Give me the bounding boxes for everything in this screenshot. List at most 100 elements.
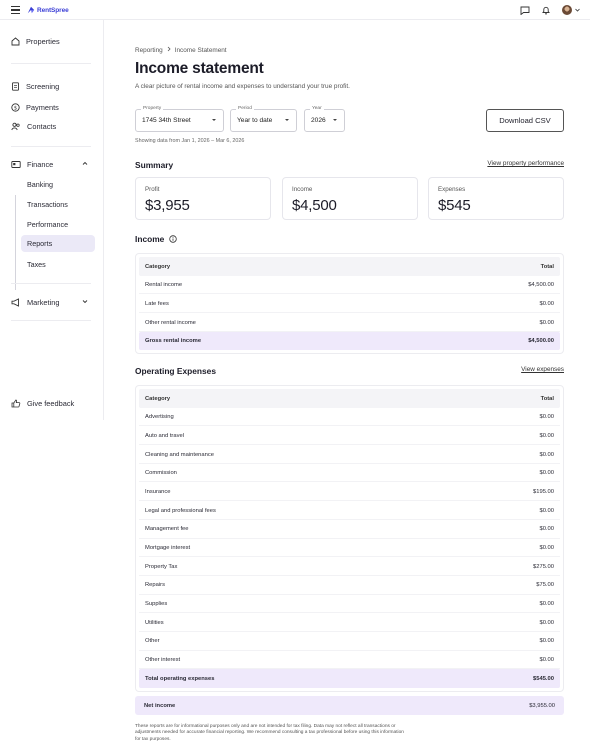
sidebar-item-payments[interactable]: $ Payments [11, 100, 59, 114]
dollar-circle-icon: $ [11, 102, 20, 112]
download-csv-button[interactable]: Download CSV [486, 109, 564, 132]
avatar [562, 5, 572, 15]
sidebar-item-label: Payments [26, 102, 59, 112]
sidebar-item-marketing[interactable]: Marketing [11, 295, 59, 309]
megaphone-icon [11, 297, 19, 307]
row-total: $4,500.00 [528, 282, 554, 289]
sidebar-subitem-reports[interactable]: Reports [21, 235, 95, 252]
row-category: Rental income [145, 282, 183, 289]
period-select[interactable]: Period Year to date [230, 106, 297, 132]
sidebar-item-screening[interactable]: Screening [11, 79, 59, 93]
summary-card-value: $3,955 [145, 197, 190, 214]
year-select[interactable]: Year 2026 [304, 106, 345, 132]
chevron-right-icon [167, 46, 171, 54]
row-total: $195.00 [533, 488, 554, 495]
sidebar-item-label: Screening [26, 81, 60, 91]
total-value: $545.00 [533, 675, 554, 682]
breadcrumb-current: Income Statement [174, 46, 227, 54]
breadcrumb-parent[interactable]: Reporting [135, 46, 163, 54]
row-total: $0.00 [539, 470, 554, 477]
table-row: Property Tax $275.00 [139, 557, 560, 576]
net-income-row: Net income $3,955.00 [135, 696, 564, 715]
sub-nav-line [15, 195, 16, 290]
brand-logo[interactable]: RentSpree [27, 5, 69, 15]
summary-card-label: Expenses [438, 186, 466, 193]
info-icon[interactable] [169, 235, 178, 243]
wallet-icon [11, 160, 21, 168]
row-category: Advertising [145, 414, 174, 421]
row-category: Other interest [145, 657, 181, 664]
table-row: Management fee $0.00 [139, 520, 560, 539]
row-category: Late fees [145, 300, 169, 307]
row-total: $0.00 [539, 657, 554, 664]
table-row: Rental income $4,500.00 [139, 276, 560, 295]
income-heading: Income [135, 234, 178, 244]
year-select-label: Year [310, 106, 324, 111]
sidebar-subitem-performance[interactable]: Performance [27, 220, 69, 229]
property-select[interactable]: Property 1745 34th Street [135, 106, 224, 132]
brand-name: RentSpree [37, 6, 69, 14]
sidebar-item-contacts[interactable]: Contacts [11, 119, 56, 133]
row-total: $275.00 [533, 563, 554, 570]
expenses-table: Category Total Advertising $0.00 Auto and … [135, 385, 564, 692]
view-property-performance-link[interactable]: View property performance [487, 160, 564, 167]
top-bar: RentSpree [0, 0, 590, 20]
property-select-label: Property [141, 106, 164, 111]
table-row: Other interest $0.00 [139, 651, 560, 670]
row-total: $0.00 [539, 432, 554, 439]
view-expenses-link[interactable]: View expenses [521, 366, 564, 373]
sidebar-item-finance[interactable]: Finance [11, 157, 53, 171]
sidebar-subitem-taxes[interactable]: Taxes [27, 260, 46, 269]
table-row: Insurance $195.00 [139, 482, 560, 502]
sidebar-subitem-transactions[interactable]: Transactions [27, 200, 68, 209]
expenses-heading: Operating Expenses [135, 366, 216, 376]
page-subtitle: A clear picture of rental income and exp… [135, 83, 350, 90]
row-total: $0.00 [539, 507, 554, 514]
row-category: Management fee [145, 526, 189, 533]
income-heading-text: Income [135, 234, 165, 244]
column-header-total: Total [540, 263, 554, 270]
row-total: $0.00 [539, 601, 554, 608]
year-select-value: 2026 [311, 117, 326, 124]
summary-card-expenses: Expenses $545 [428, 177, 564, 220]
total-category: Gross rental income [145, 338, 202, 345]
table-row: Advertising $0.00 [139, 408, 560, 427]
table-row: Commission $0.00 [139, 464, 560, 483]
table-row: Supplies $0.00 [139, 595, 560, 614]
sidebar-item-label: Finance [27, 159, 54, 169]
sidebar-subitem-banking[interactable]: Banking [27, 180, 53, 189]
chevron-down-icon[interactable] [82, 299, 88, 304]
give-feedback-button[interactable]: Give feedback [11, 396, 74, 410]
row-total: $0.00 [539, 451, 554, 458]
caret-down-icon [212, 119, 216, 121]
summary-card-label: Income [292, 186, 313, 193]
table-row: Mortgage interest $0.00 [139, 539, 560, 558]
table-row: Legal and professional fees $0.00 [139, 501, 560, 520]
row-category: Legal and professional fees [145, 507, 216, 514]
caret-down-icon [333, 119, 337, 121]
row-total: $0.00 [539, 300, 554, 307]
table-row: Late fees $0.00 [139, 294, 560, 314]
people-icon [11, 122, 20, 130]
total-category: Total operating expenses [145, 675, 215, 682]
menu-icon[interactable] [11, 6, 20, 14]
chat-icon[interactable] [520, 6, 530, 15]
row-total: $0.00 [539, 526, 554, 533]
svg-text:$: $ [14, 105, 17, 111]
divider [11, 320, 91, 321]
table-row: Other $0.00 [139, 632, 560, 651]
table-row: Auto and travel $0.00 [139, 426, 560, 446]
thumbs-up-icon [11, 399, 21, 407]
summary-card-label: Profit [145, 186, 160, 193]
column-header-category: Category [145, 395, 171, 402]
sidebar: Properties Screening $ Payments Contacts… [0, 20, 104, 420]
total-value: $4,500.00 [528, 338, 554, 345]
user-menu[interactable] [562, 5, 580, 15]
row-total: $75.00 [536, 582, 554, 589]
chevron-up-icon[interactable] [82, 161, 88, 166]
property-select-value: 1745 34th Street [142, 117, 191, 124]
expenses-total-row: Total operating expenses $545.00 [139, 669, 560, 688]
sidebar-item-properties[interactable]: Properties [11, 34, 60, 48]
bell-icon[interactable] [542, 6, 550, 15]
column-header-total: Total [540, 395, 554, 402]
